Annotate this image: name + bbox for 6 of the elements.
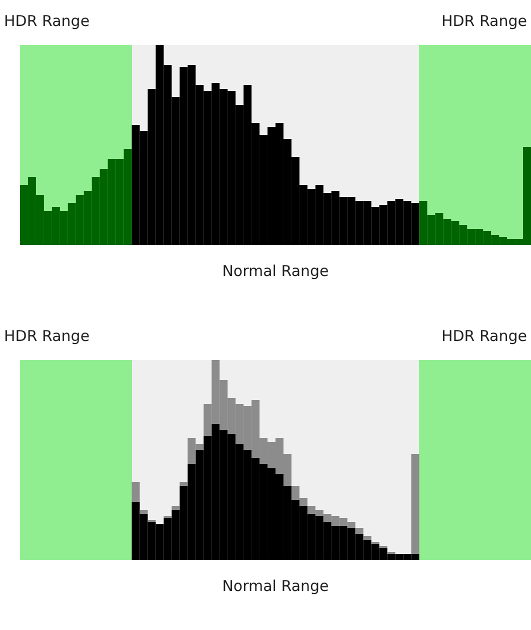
text: Normal Range [222, 577, 329, 595]
text: Normal Range [222, 262, 329, 280]
text: HDR Range [4, 12, 90, 30]
text: HDR Range [4, 327, 90, 345]
text: HDR Range [441, 12, 527, 30]
text: HDR Range [441, 327, 527, 345]
